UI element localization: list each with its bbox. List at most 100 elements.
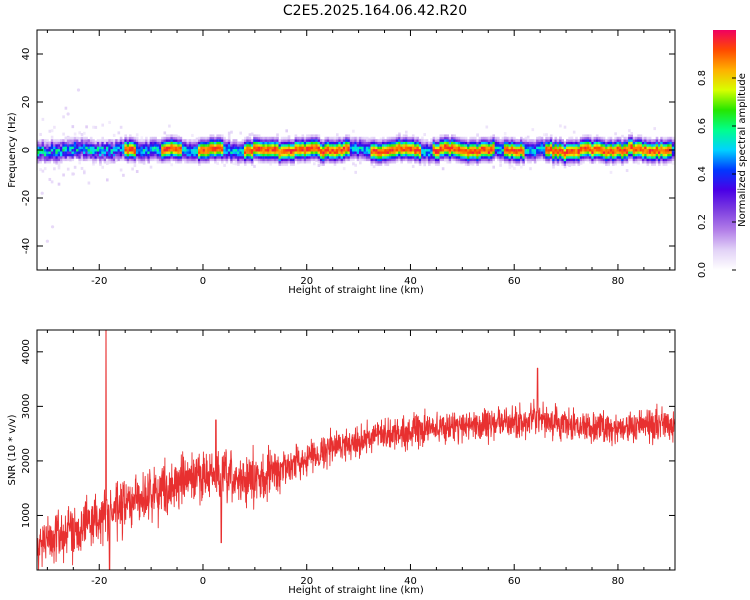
- heatmap-cell: [630, 158, 633, 162]
- heatmap-cell: [411, 144, 415, 147]
- heatmap-cell: [269, 153, 272, 157]
- heatmap-cell: [115, 151, 118, 154]
- heatmap-cell: [660, 151, 663, 154]
- heatmap-cell: [602, 160, 606, 164]
- heatmap-cell: [170, 153, 173, 157]
- heatmap-cell: [425, 158, 429, 162]
- heatmap-speckle: [269, 162, 272, 166]
- heatmap-cell: [568, 146, 571, 150]
- heatmap-cell: [359, 146, 362, 150]
- heatmap-cell: [246, 153, 249, 157]
- heatmap-cell: [285, 158, 288, 162]
- heatmap-cell: [285, 160, 288, 164]
- heatmap-cell: [253, 139, 256, 142]
- heatmap-cell: [609, 139, 613, 142]
- heatmap-cell: [609, 144, 613, 147]
- heatmap-cell: [517, 153, 521, 157]
- heatmap-cell: [483, 153, 486, 157]
- heatmap-cell: [138, 146, 141, 150]
- heatmap-cell: [503, 139, 507, 142]
- spectrogram-x-tick-label: 60: [508, 276, 521, 287]
- heatmap-cell: [446, 144, 449, 147]
- heatmap-cell: [181, 141, 185, 145]
- heatmap-cell: [600, 153, 604, 157]
- heatmap-cell: [485, 146, 489, 150]
- heatmap-cell: [234, 146, 238, 150]
- heatmap-cell: [152, 144, 155, 147]
- heatmap-cell: [361, 146, 364, 150]
- heatmap-cell: [195, 139, 199, 142]
- heatmap-cell: [230, 153, 233, 157]
- heatmap-cell: [301, 136, 305, 140]
- heatmap-cell: [434, 148, 438, 152]
- heatmap-cell: [342, 144, 346, 147]
- heatmap-cell: [248, 160, 252, 164]
- heatmap-cell: [211, 136, 215, 140]
- heatmap-cell: [497, 136, 500, 140]
- heatmap-cell: [322, 156, 325, 159]
- heatmap-cell: [195, 144, 199, 147]
- heatmap-cell: [480, 158, 484, 162]
- heatmap-cell: [524, 151, 528, 154]
- heatmap-cell: [430, 144, 433, 147]
- colorbar-tick-label: 0.2: [697, 214, 708, 230]
- heatmap-cell: [278, 163, 282, 166]
- heatmap-cell: [641, 153, 645, 157]
- heatmap-cell: [575, 139, 578, 142]
- heatmap-cell: [301, 134, 305, 138]
- heatmap-cell: [497, 158, 500, 162]
- heatmap-cell: [250, 144, 254, 147]
- heatmap-cell: [480, 153, 484, 157]
- heatmap-cell: [568, 156, 571, 159]
- heatmap-cell: [195, 146, 199, 150]
- heatmap-cell: [462, 160, 466, 164]
- heatmap-cell: [490, 156, 493, 159]
- heatmap-cell: [356, 148, 360, 152]
- heatmap-cell: [241, 148, 245, 152]
- heatmap-cell: [428, 158, 431, 162]
- heatmap-cell: [655, 160, 659, 164]
- heatmap-cell: [172, 144, 176, 147]
- heatmap-speckle: [476, 133, 479, 137]
- heatmap-cell: [260, 148, 263, 152]
- heatmap-cell: [478, 148, 482, 152]
- heatmap-cell: [64, 136, 68, 140]
- heatmap-cell: [487, 160, 491, 164]
- heatmap-cell: [469, 141, 472, 145]
- heatmap-cell: [184, 148, 187, 152]
- heatmap-cell: [276, 139, 279, 142]
- heatmap-cell: [349, 153, 353, 157]
- heatmap-cell: [540, 144, 544, 147]
- heatmap-cell: [506, 156, 509, 159]
- heatmap-cell: [609, 146, 613, 150]
- heatmap-cell: [400, 158, 403, 162]
- heatmap-cell: [632, 160, 636, 164]
- heatmap-cell: [227, 153, 231, 157]
- heatmap-cell: [455, 160, 459, 164]
- heatmap-cell: [308, 151, 311, 154]
- heatmap-cell: [138, 144, 141, 147]
- heatmap-cell: [110, 139, 114, 142]
- heatmap-cell: [570, 163, 574, 166]
- heatmap-cell: [315, 136, 318, 140]
- heatmap-cell: [94, 151, 98, 154]
- heatmap-cell: [487, 136, 491, 140]
- heatmap-cell: [391, 153, 394, 157]
- heatmap-cell: [87, 151, 91, 154]
- heatmap-cell: [257, 158, 261, 162]
- heatmap-cell: [55, 153, 58, 157]
- heatmap-cell: [99, 156, 102, 159]
- heatmap-cell: [462, 136, 466, 140]
- heatmap-cell: [202, 153, 206, 157]
- heatmap-cell: [71, 146, 75, 150]
- heatmap-cell: [664, 163, 668, 166]
- heatmap-cell: [280, 160, 284, 164]
- heatmap-cell: [333, 163, 337, 166]
- heatmap-cell: [529, 148, 532, 152]
- heatmap-cell: [448, 148, 452, 152]
- heatmap-cell: [552, 139, 555, 142]
- heatmap-cell: [393, 146, 397, 150]
- heatmap-cell: [239, 153, 242, 157]
- heatmap-cell: [292, 148, 295, 152]
